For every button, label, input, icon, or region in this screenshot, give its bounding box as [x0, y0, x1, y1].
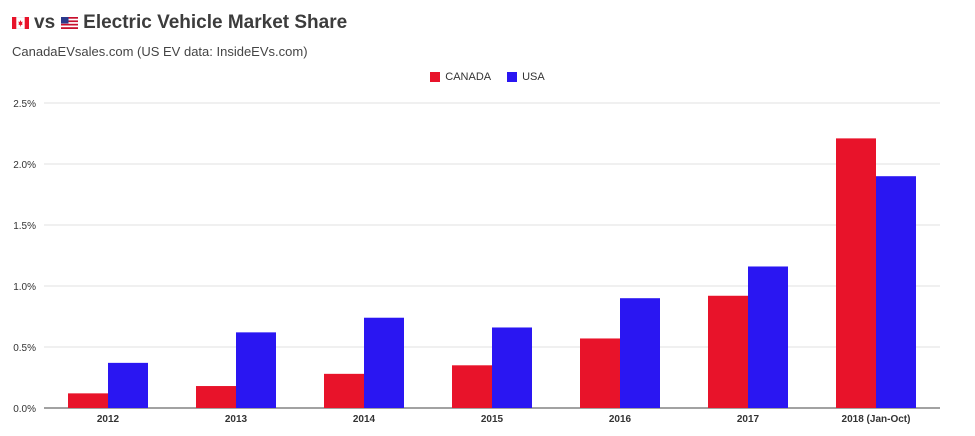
x-tick-label: 2017 [737, 414, 760, 425]
y-tick-label: 0.5% [13, 343, 36, 354]
y-tick-label: 1.0% [13, 282, 36, 293]
legend-label-canada: CANADA [445, 71, 492, 83]
chart-subtitle: CanadaEVsales.com (US EV data: InsideEVs… [12, 44, 308, 59]
bar-usa [492, 327, 532, 408]
y-tick-label: 2.5% [13, 99, 36, 110]
x-tick-label: 2016 [609, 414, 632, 425]
x-tick-label: 2014 [353, 414, 376, 425]
x-tick-label: 2012 [97, 414, 120, 425]
bar-usa [876, 176, 916, 408]
x-tick-label: 2013 [225, 414, 248, 425]
y-tick-label: 2.0% [13, 160, 36, 171]
bar-usa [236, 332, 276, 408]
bar-canada [708, 295, 748, 408]
canada-flag-icon [12, 17, 29, 29]
usa-flag-icon [61, 17, 79, 29]
bar-canada [196, 386, 236, 408]
y-tick-label: 0.0% [13, 404, 36, 415]
bar-canada [68, 393, 108, 408]
x-tick-label: 2015 [481, 414, 504, 425]
chart-legend: CANADA USA [0, 71, 975, 83]
bar-canada [324, 373, 364, 408]
title-text: Electric Vehicle Market Share [83, 12, 348, 33]
legend-swatch-canada [430, 72, 441, 82]
bar-canada [452, 365, 492, 408]
bar-usa [108, 362, 148, 408]
chart-title: vs Electric Vehicle Market Share [12, 12, 347, 34]
legend-item-canada: CANADA [430, 71, 491, 83]
bar-usa [748, 266, 788, 408]
x-tick-label: 2018 (Jan-Oct) [842, 414, 911, 425]
legend-item-usa: USA [507, 71, 545, 83]
title-vs: vs [34, 12, 56, 33]
bar-canada [580, 338, 620, 408]
legend-swatch-usa [507, 72, 518, 82]
y-tick-label: 1.5% [13, 221, 36, 232]
legend-label-usa: USA [522, 71, 545, 83]
bar-usa [620, 298, 660, 408]
bar-usa [364, 317, 404, 408]
bar-canada [836, 138, 876, 408]
